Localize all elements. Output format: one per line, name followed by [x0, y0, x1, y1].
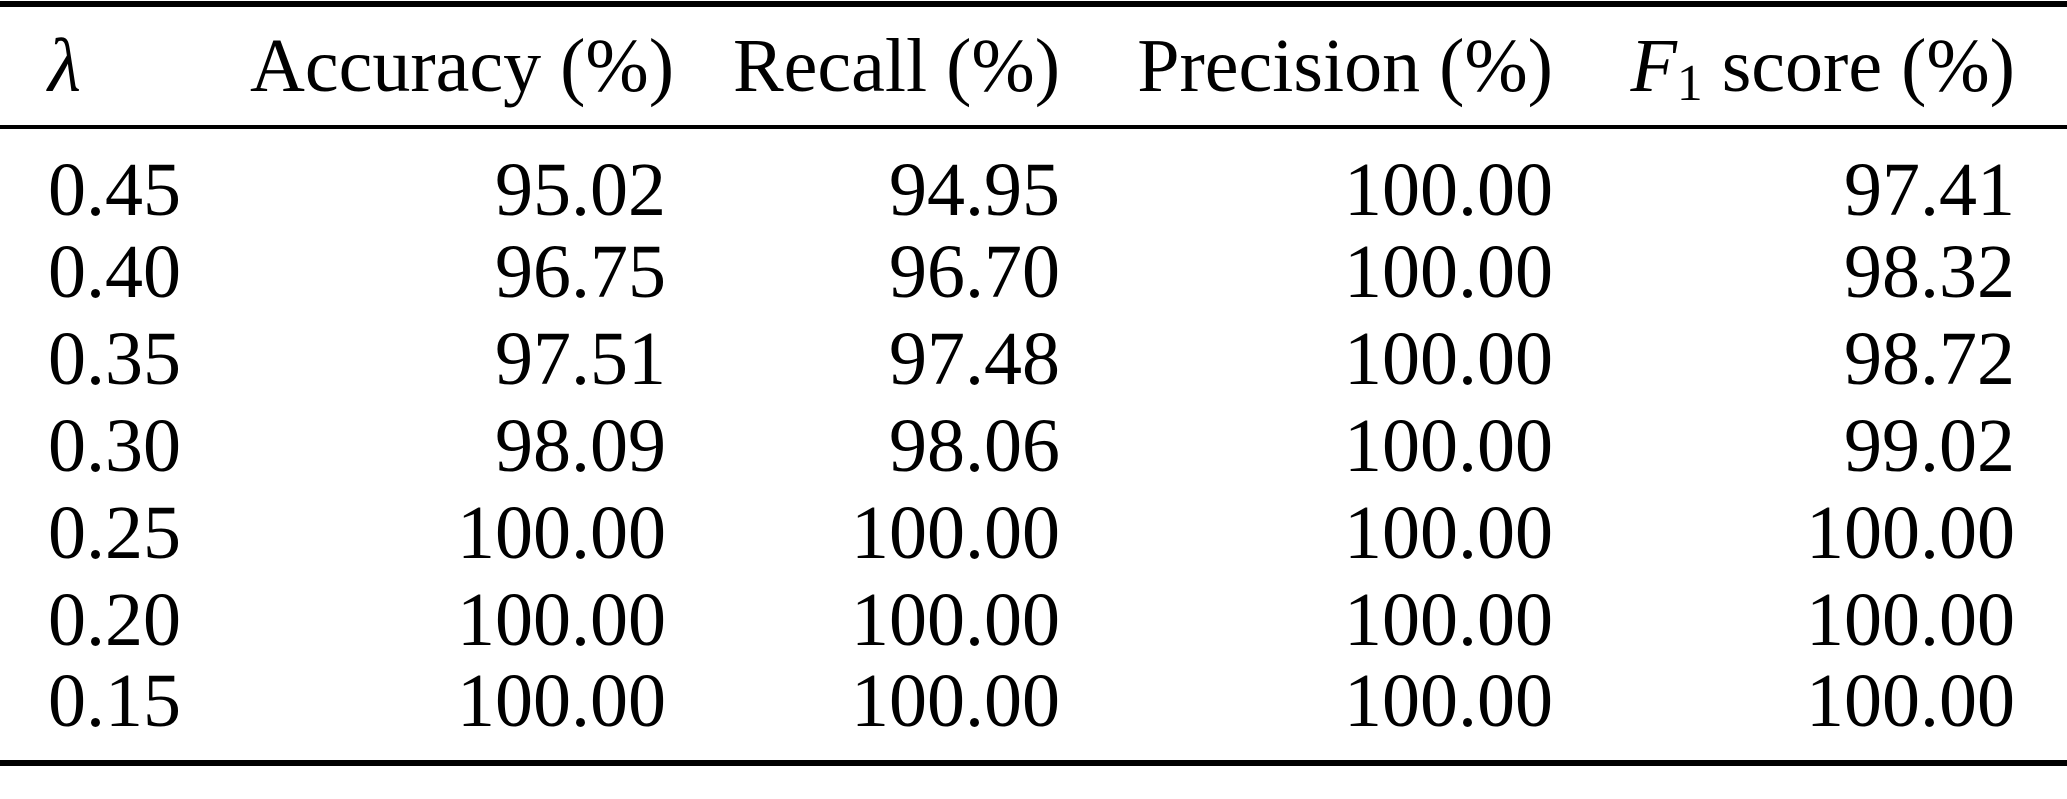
- table-row: 0.40 96.75 96.70 100.00 98.32: [0, 228, 2067, 315]
- cell-lambda: 0.45: [48, 148, 181, 232]
- cell-recall: 100.00: [851, 577, 1060, 662]
- cell-recall: 96.70: [889, 229, 1060, 314]
- cell-lambda: 0.25: [48, 490, 181, 575]
- cell-accuracy: 95.02: [495, 148, 666, 232]
- table-row: 0.45 95.02 94.95 100.00 97.41: [0, 127, 2067, 228]
- cell-lambda: 0.20: [48, 577, 181, 662]
- cell-f1-score: 99.02: [1844, 403, 2015, 488]
- cell-lambda: 0.35: [48, 316, 181, 401]
- cell-precision: 100.00: [1344, 659, 1553, 743]
- cell-f1-score: 100.00: [1806, 490, 2015, 575]
- cell-accuracy: 100.00: [457, 490, 666, 575]
- table-row: 0.30 98.09 98.06 100.00 99.02: [0, 402, 2067, 489]
- f1-symbol: F: [1630, 24, 1677, 108]
- table-row: 0.25 100.00 100.00 100.00 100.00: [0, 489, 2067, 576]
- cell-f1-score: 98.32: [1844, 229, 2015, 314]
- cell-accuracy: 100.00: [457, 659, 666, 743]
- cell-precision: 100.00: [1344, 403, 1553, 488]
- header-recall: Recall (%): [732, 24, 1060, 108]
- cell-precision: 100.00: [1344, 316, 1553, 401]
- f1-score-rest: score (%): [1702, 24, 2015, 108]
- cell-precision: 100.00: [1344, 229, 1553, 314]
- table-row: 0.35 97.51 97.48 100.00 98.72: [0, 315, 2067, 402]
- cell-f1-score: 100.00: [1806, 659, 2015, 743]
- cell-accuracy: 100.00: [457, 577, 666, 662]
- cell-f1-score: 100.00: [1806, 577, 2015, 662]
- header-lambda: λ: [48, 24, 81, 108]
- cell-recall: 97.48: [889, 316, 1060, 401]
- cell-precision: 100.00: [1344, 148, 1553, 232]
- cell-f1-score: 97.41: [1844, 148, 2015, 232]
- cell-lambda: 0.30: [48, 403, 181, 488]
- metrics-table: λ Accuracy (%) Recall (%) Precision (%) …: [0, 1, 2067, 766]
- cell-recall: 100.00: [851, 490, 1060, 575]
- cell-lambda: 0.15: [48, 659, 181, 743]
- cell-accuracy: 97.51: [495, 316, 666, 401]
- cell-recall: 94.95: [889, 148, 1060, 232]
- cell-accuracy: 98.09: [495, 403, 666, 488]
- table-body: 0.45 95.02 94.95 100.00 97.41 0.40 96.75…: [0, 127, 2067, 763]
- f1-subscript: 1: [1676, 55, 1703, 113]
- table-row: 0.15 100.00 100.00 100.00 100.00: [0, 663, 2067, 763]
- cell-recall: 100.00: [851, 659, 1060, 743]
- header-precision: Precision (%): [1137, 24, 1553, 108]
- table-header: λ Accuracy (%) Recall (%) Precision (%) …: [0, 4, 2067, 127]
- table-row: 0.20 100.00 100.00 100.00 100.00: [0, 576, 2067, 663]
- cell-accuracy: 96.75: [495, 229, 666, 314]
- cell-recall: 98.06: [889, 403, 1060, 488]
- cell-precision: 100.00: [1344, 490, 1553, 575]
- header-f1-score: F1 score (%): [1553, 4, 2067, 127]
- cell-lambda: 0.40: [48, 229, 181, 314]
- header-accuracy: Accuracy (%): [250, 24, 675, 108]
- cell-f1-score: 98.72: [1844, 316, 2015, 401]
- cell-precision: 100.00: [1344, 577, 1553, 662]
- header-row: λ Accuracy (%) Recall (%) Precision (%) …: [0, 4, 2067, 127]
